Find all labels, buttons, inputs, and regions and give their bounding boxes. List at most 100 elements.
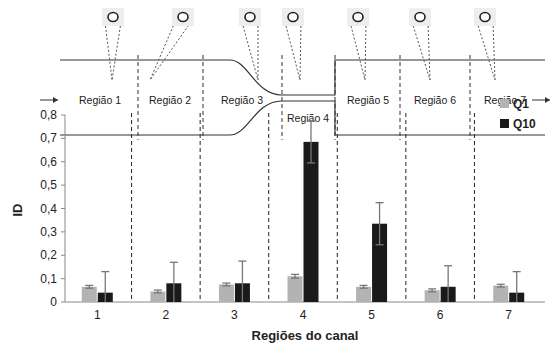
error-cap — [101, 271, 109, 272]
error-cap — [307, 120, 315, 121]
error-bar — [513, 272, 521, 302]
flow-arrow-head — [545, 97, 550, 103]
cell-frame — [282, 8, 304, 26]
cell-frame — [172, 8, 194, 26]
legend: Q1Q10 — [500, 97, 536, 131]
region-label: Região 6 — [414, 94, 456, 106]
error-bar — [307, 121, 315, 163]
cell-frame — [474, 8, 496, 26]
x-tick-label: 6 — [437, 308, 444, 322]
axes: 00,10,20,30,40,50,60,70,81234567 — [40, 108, 545, 322]
error-bar — [101, 272, 109, 302]
error-bar — [497, 284, 505, 287]
region-divider-chart — [200, 113, 201, 302]
error-stem — [516, 272, 517, 302]
y-tick-label: 0,1 — [40, 272, 57, 286]
error-bar — [222, 283, 230, 286]
error-stem — [242, 261, 243, 302]
error-cap — [85, 285, 93, 286]
region-divider — [400, 55, 401, 140]
cell — [288, 13, 298, 22]
y-tick — [61, 231, 65, 232]
chart-root: Região 1Região 2Região 3Região 4Região 5… — [0, 0, 552, 354]
view-cone — [150, 22, 191, 80]
bar — [493, 286, 508, 302]
error-stem — [173, 262, 174, 302]
cell-frame — [347, 8, 369, 26]
view-cone — [285, 22, 300, 80]
x-tick-label: 5 — [368, 308, 375, 322]
y-tick-label: 0,7 — [40, 131, 57, 145]
y-tick — [61, 255, 65, 256]
error-stem — [447, 266, 448, 302]
cell — [353, 13, 363, 22]
view-cone — [493, 22, 495, 80]
error-cap — [428, 288, 436, 289]
view-cone — [242, 22, 258, 80]
cell-frame — [409, 8, 431, 26]
view-cone — [350, 22, 365, 80]
y-tick — [61, 278, 65, 279]
region-divider — [138, 55, 139, 140]
cell — [415, 13, 425, 22]
error-cap — [154, 289, 162, 290]
error-cap — [222, 282, 230, 283]
error-cap — [497, 284, 505, 285]
error-bar — [444, 266, 452, 302]
bar — [356, 287, 371, 302]
cell — [245, 13, 255, 22]
error-cap — [291, 278, 299, 279]
bar — [288, 276, 303, 302]
region-divider — [470, 55, 471, 140]
y-tick — [61, 138, 65, 139]
error-cap — [428, 291, 436, 292]
error-cap — [154, 292, 162, 293]
bar — [219, 284, 234, 302]
x-tick-label: 3 — [231, 308, 238, 322]
error-cap — [513, 271, 521, 272]
y-tick — [61, 208, 65, 209]
x-tick-label: 4 — [300, 308, 307, 322]
error-bar — [376, 203, 384, 245]
view-cone — [365, 22, 366, 80]
flow-arrow-head — [53, 97, 58, 103]
x-tick-label: 7 — [505, 308, 512, 322]
cell-frame — [102, 8, 124, 26]
error-cap — [170, 262, 178, 263]
marks — [82, 121, 524, 302]
y-tick-label: 0,8 — [40, 108, 57, 122]
error-cap — [238, 260, 246, 261]
region-label: Região 2 — [149, 94, 191, 106]
error-cap — [307, 162, 315, 163]
legend-label: Q10 — [513, 117, 536, 131]
bar — [304, 142, 319, 302]
region-label: Região 5 — [347, 94, 389, 106]
y-tick-label: 0,2 — [40, 248, 57, 262]
y-tick-label: 0,3 — [40, 225, 57, 239]
y-tick-label: 0,6 — [40, 155, 57, 169]
cell-frame — [239, 8, 261, 26]
view-cone — [300, 22, 301, 80]
error-cap — [291, 274, 299, 275]
region-divider — [282, 55, 283, 140]
error-stem — [379, 203, 380, 245]
view-cone — [412, 22, 430, 80]
view-cone — [112, 22, 121, 80]
view-cone — [428, 22, 430, 80]
error-cap — [444, 265, 452, 266]
error-cap — [360, 285, 368, 286]
legend-swatch — [500, 119, 509, 128]
region-label: Região 3 — [221, 94, 263, 106]
bar — [425, 290, 440, 302]
region-divider — [335, 55, 336, 140]
region-divider-chart — [131, 113, 132, 302]
error-bar — [428, 289, 436, 292]
error-cap — [85, 288, 93, 289]
y-tick-label: 0,4 — [40, 202, 57, 216]
y-tick — [61, 302, 65, 303]
view-cone — [258, 22, 259, 80]
bar — [150, 291, 165, 302]
error-bar — [170, 262, 178, 302]
error-cap — [222, 285, 230, 286]
y-axis-label: ID — [10, 204, 25, 217]
